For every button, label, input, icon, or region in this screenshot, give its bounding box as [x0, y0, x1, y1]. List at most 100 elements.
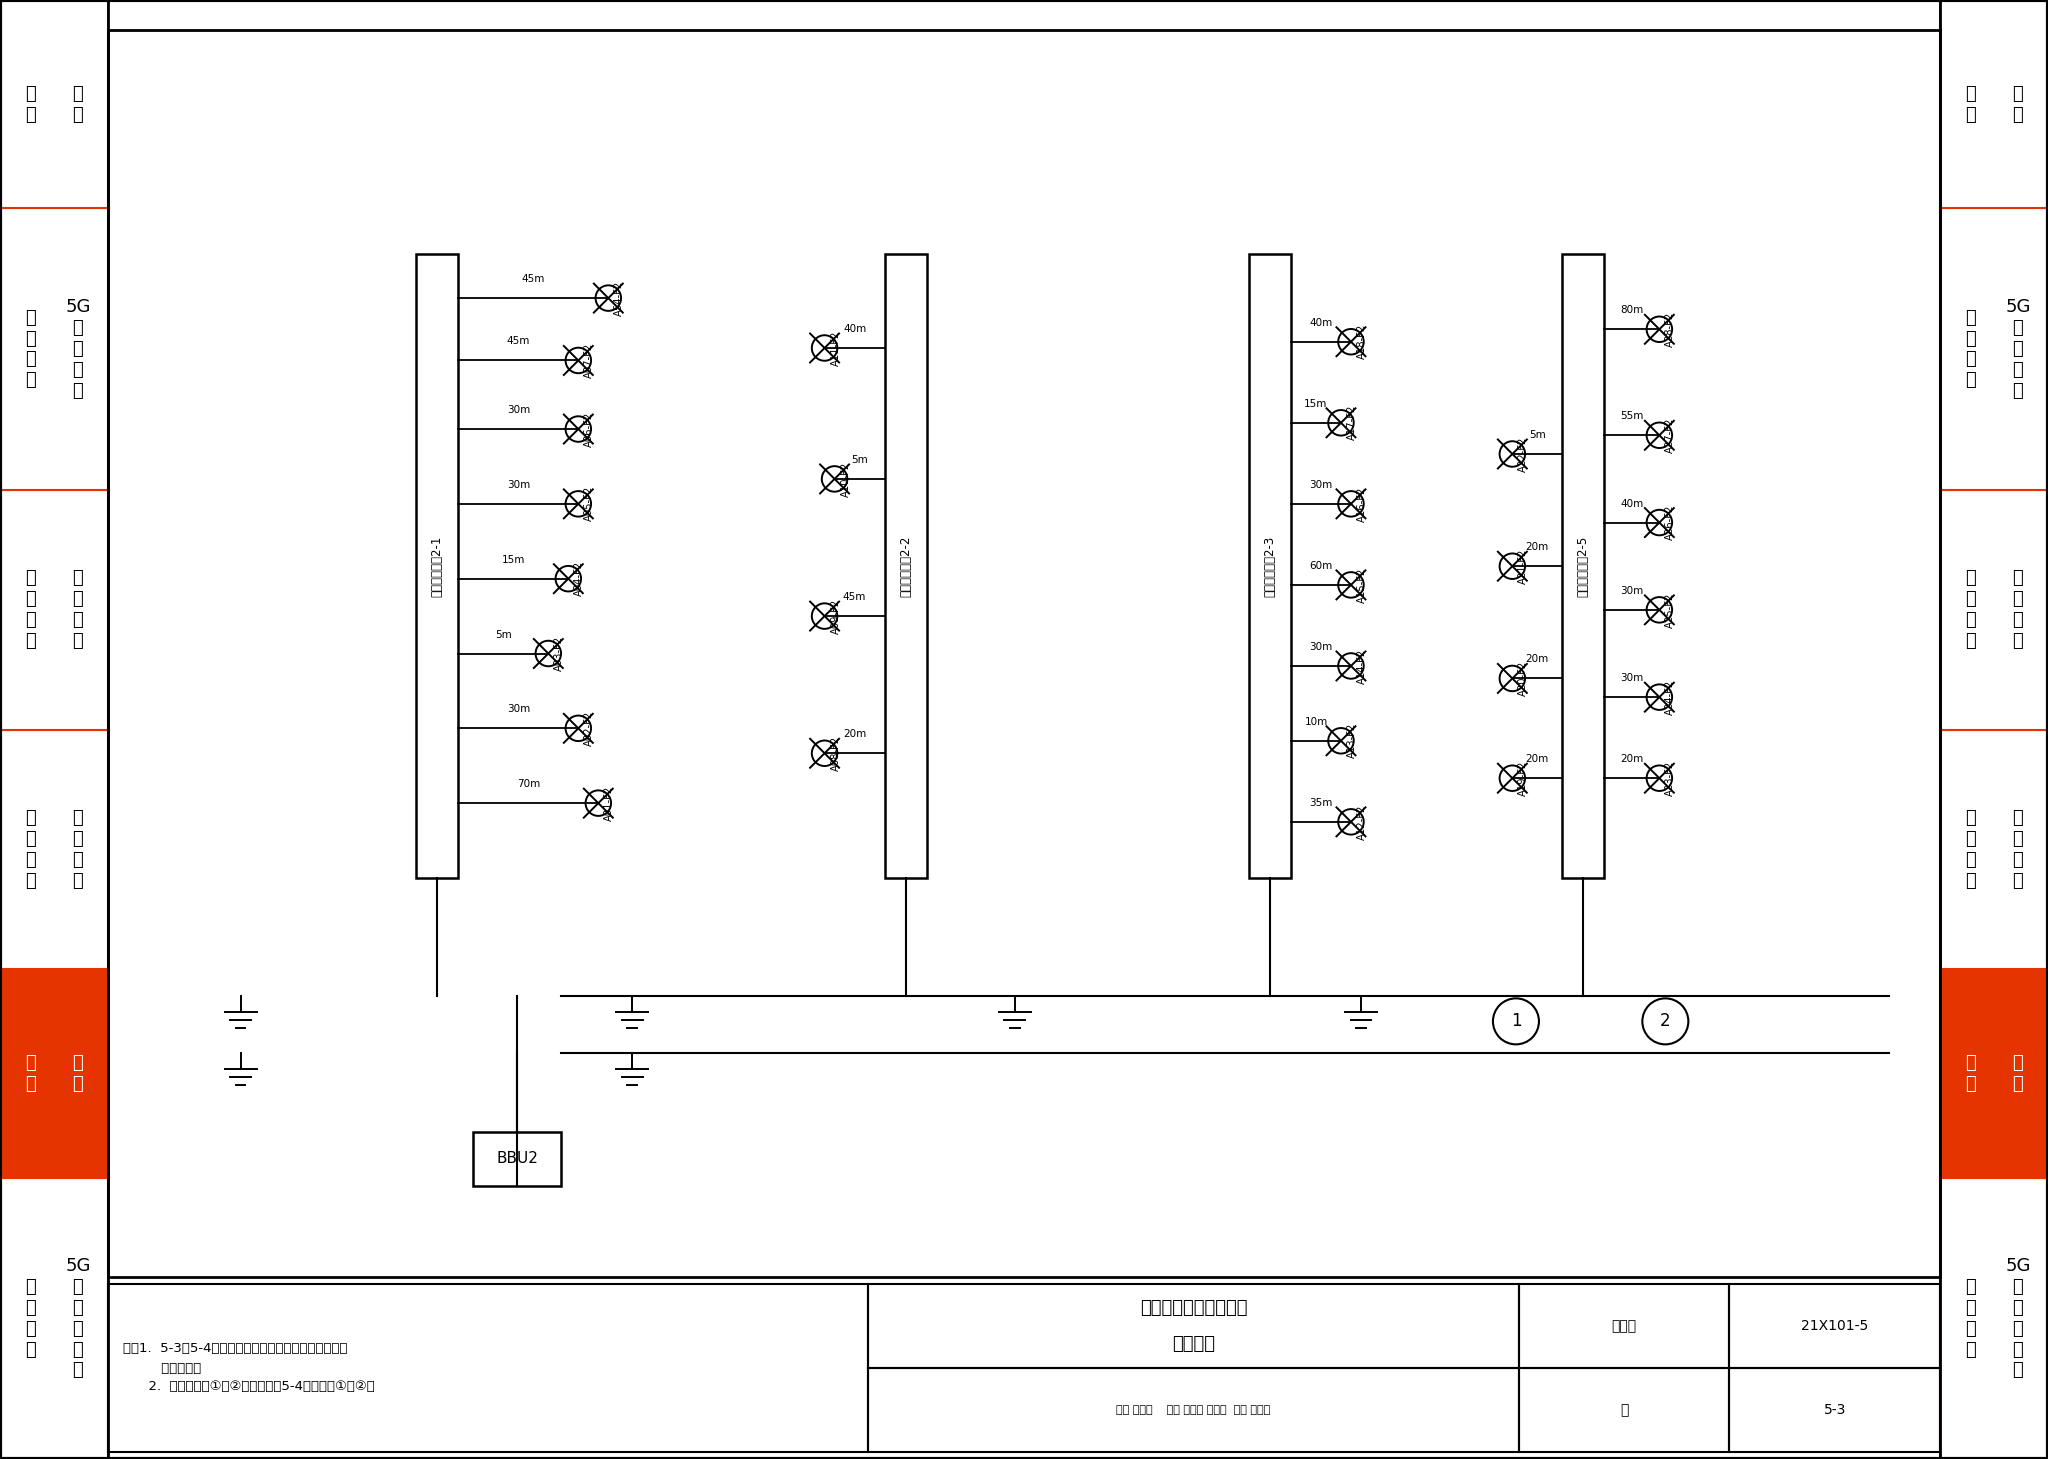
Bar: [1563, 254, 1604, 878]
Text: 设
施
设
计: 设 施 设 计: [25, 569, 35, 649]
Text: 页: 页: [1620, 1404, 1628, 1417]
Text: 20m: 20m: [1526, 754, 1548, 765]
Text: A25-F2: A25-F2: [1665, 592, 1675, 627]
Text: 5m: 5m: [852, 455, 868, 465]
Text: 远端汇聚单元2-2: 远端汇聚单元2-2: [899, 535, 911, 597]
Text: A01-F2: A01-F2: [604, 785, 614, 821]
Text: 45m: 45m: [506, 337, 530, 346]
Text: 术
语: 术 语: [2013, 85, 2023, 124]
Text: 21X101-5: 21X101-5: [1800, 1319, 1868, 1334]
Bar: [1249, 254, 1290, 878]
Text: A10-F2: A10-F2: [840, 461, 850, 496]
Text: A20-F2: A20-F2: [1518, 661, 1528, 696]
Text: A04-F2: A04-F2: [573, 562, 584, 597]
Text: A15-F2: A15-F2: [1358, 568, 1366, 603]
Text: 建
筑
配
套: 建 筑 配 套: [72, 810, 84, 890]
Text: 覆盖系统: 覆盖系统: [1171, 1335, 1214, 1354]
Text: 40m: 40m: [1309, 318, 1333, 328]
Text: 5-3: 5-3: [1823, 1404, 1845, 1417]
Text: 远端汇聚单元2-1: 远端汇聚单元2-1: [430, 535, 444, 597]
Bar: [0, 0, 109, 209]
Text: 术
语: 术 语: [72, 85, 84, 124]
Text: 30m: 30m: [506, 705, 530, 715]
Bar: [0, 490, 109, 730]
Text: A07-F2: A07-F2: [584, 343, 594, 378]
Text: 5G
网
络
多
接
入: 5G 网 络 多 接 入: [2005, 1258, 2030, 1379]
Text: A12-F2: A12-F2: [1358, 804, 1366, 839]
Text: 注：1.  5-3、5-4页为机场航站楼地上二层室内数字化覆
         盖系统图；
      2.  本图中标注①和②接至本图集5-4页的标注①和②。: 注：1. 5-3、5-4页为机场航站楼地上二层室内数字化覆 盖系统图； 2. 本…: [123, 1342, 375, 1393]
Text: BBU2: BBU2: [496, 1151, 539, 1166]
Text: A02-F2: A02-F2: [584, 711, 594, 746]
Bar: [1939, 0, 2048, 209]
Text: 55m: 55m: [1620, 411, 1645, 422]
Bar: [0, 209, 109, 490]
Text: A19-F2: A19-F2: [1518, 760, 1528, 797]
Bar: [868, 1284, 1520, 1369]
Bar: [1939, 209, 2048, 490]
Text: A06-F2: A06-F2: [584, 411, 594, 446]
Text: A11-F2: A11-F2: [831, 330, 840, 366]
Bar: [0, 730, 109, 969]
Text: 70m: 70m: [516, 779, 541, 789]
Text: 设
施
施
工: 设 施 施 工: [1964, 810, 1976, 890]
Text: A21-F2: A21-F2: [1518, 549, 1528, 584]
Text: 5G
网
络
覆
盖: 5G 网 络 覆 盖: [2005, 299, 2030, 400]
Text: A18-F2: A18-F2: [1358, 324, 1366, 359]
Text: 远端汇聚单元2-3: 远端汇聚单元2-3: [1264, 535, 1276, 597]
Text: A28-F2: A28-F2: [1665, 312, 1675, 347]
Text: 设
施
施
工: 设 施 施 工: [25, 810, 35, 890]
Text: A03-F2: A03-F2: [555, 636, 565, 671]
Text: 5m: 5m: [496, 629, 512, 639]
Text: 边
缘
计
算: 边 缘 计 算: [1964, 1278, 1976, 1358]
Bar: [109, 31, 1939, 1277]
Text: 系
统
设
计: 系 统 设 计: [1964, 309, 1976, 390]
Text: 工
程: 工 程: [72, 1055, 84, 1093]
Bar: [109, 1284, 868, 1452]
Text: A14-F2: A14-F2: [1358, 648, 1366, 684]
Text: 系
统
设
计: 系 统 设 计: [25, 309, 35, 390]
Text: 审核 孙戌虎    校对 王衍桥 王祁峰  设计 曾绿葭: 审核 孙戌虎 校对 王衍桥 王祁峰 设计 曾绿葭: [1116, 1405, 1270, 1415]
Bar: [1939, 730, 2048, 969]
Text: A24-F2: A24-F2: [1665, 680, 1675, 715]
Text: 15m: 15m: [502, 554, 524, 565]
Text: 边
缘
计
算: 边 缘 计 算: [25, 1278, 35, 1358]
Bar: [473, 1132, 561, 1186]
Text: 15m: 15m: [1305, 398, 1327, 409]
Text: 20m: 20m: [844, 730, 866, 740]
Bar: [1520, 1284, 1729, 1369]
Text: 20m: 20m: [1526, 655, 1548, 664]
Bar: [1939, 1177, 2048, 1459]
Text: A27-F2: A27-F2: [1665, 417, 1675, 452]
Text: 示
例: 示 例: [25, 1055, 35, 1093]
Text: A09-F2: A09-F2: [831, 598, 840, 633]
Text: 建
筑
配
套: 建 筑 配 套: [72, 569, 84, 649]
Text: 45m: 45m: [522, 274, 545, 285]
Text: 设
施
设
计: 设 施 设 计: [1964, 569, 1976, 649]
Text: 远端汇聚单元2-5: 远端汇聚单元2-5: [1577, 535, 1589, 597]
Text: 示
例: 示 例: [1964, 1055, 1976, 1093]
Text: 建
筑
配
套: 建 筑 配 套: [2013, 810, 2023, 890]
Bar: [1939, 490, 2048, 730]
Text: A16-F2: A16-F2: [1358, 486, 1366, 521]
Text: 40m: 40m: [844, 324, 866, 334]
Text: A08-F2: A08-F2: [831, 735, 840, 770]
Text: 工
程: 工 程: [2013, 1055, 2023, 1093]
Text: 35m: 35m: [1309, 798, 1333, 808]
Bar: [868, 1369, 1520, 1452]
Text: 1: 1: [1511, 1013, 1522, 1030]
Text: 45m: 45m: [844, 592, 866, 603]
Text: 2: 2: [1661, 1013, 1671, 1030]
Text: 符
号: 符 号: [25, 85, 35, 124]
Text: 30m: 30m: [506, 406, 530, 414]
Text: 图集号: 图集号: [1612, 1319, 1636, 1334]
Text: 30m: 30m: [1309, 642, 1333, 652]
Text: A26-F2: A26-F2: [1665, 505, 1675, 540]
Bar: [1520, 1369, 1729, 1452]
Bar: [416, 254, 459, 878]
Text: 30m: 30m: [506, 480, 530, 490]
Text: 5G
网
络
多
接
入: 5G 网 络 多 接 入: [66, 1258, 90, 1379]
Bar: [1939, 969, 2048, 1177]
Text: 机场航站楼室内数字化: 机场航站楼室内数字化: [1139, 1299, 1247, 1316]
Text: 80m: 80m: [1620, 305, 1642, 315]
Text: 符
号: 符 号: [1964, 85, 1976, 124]
